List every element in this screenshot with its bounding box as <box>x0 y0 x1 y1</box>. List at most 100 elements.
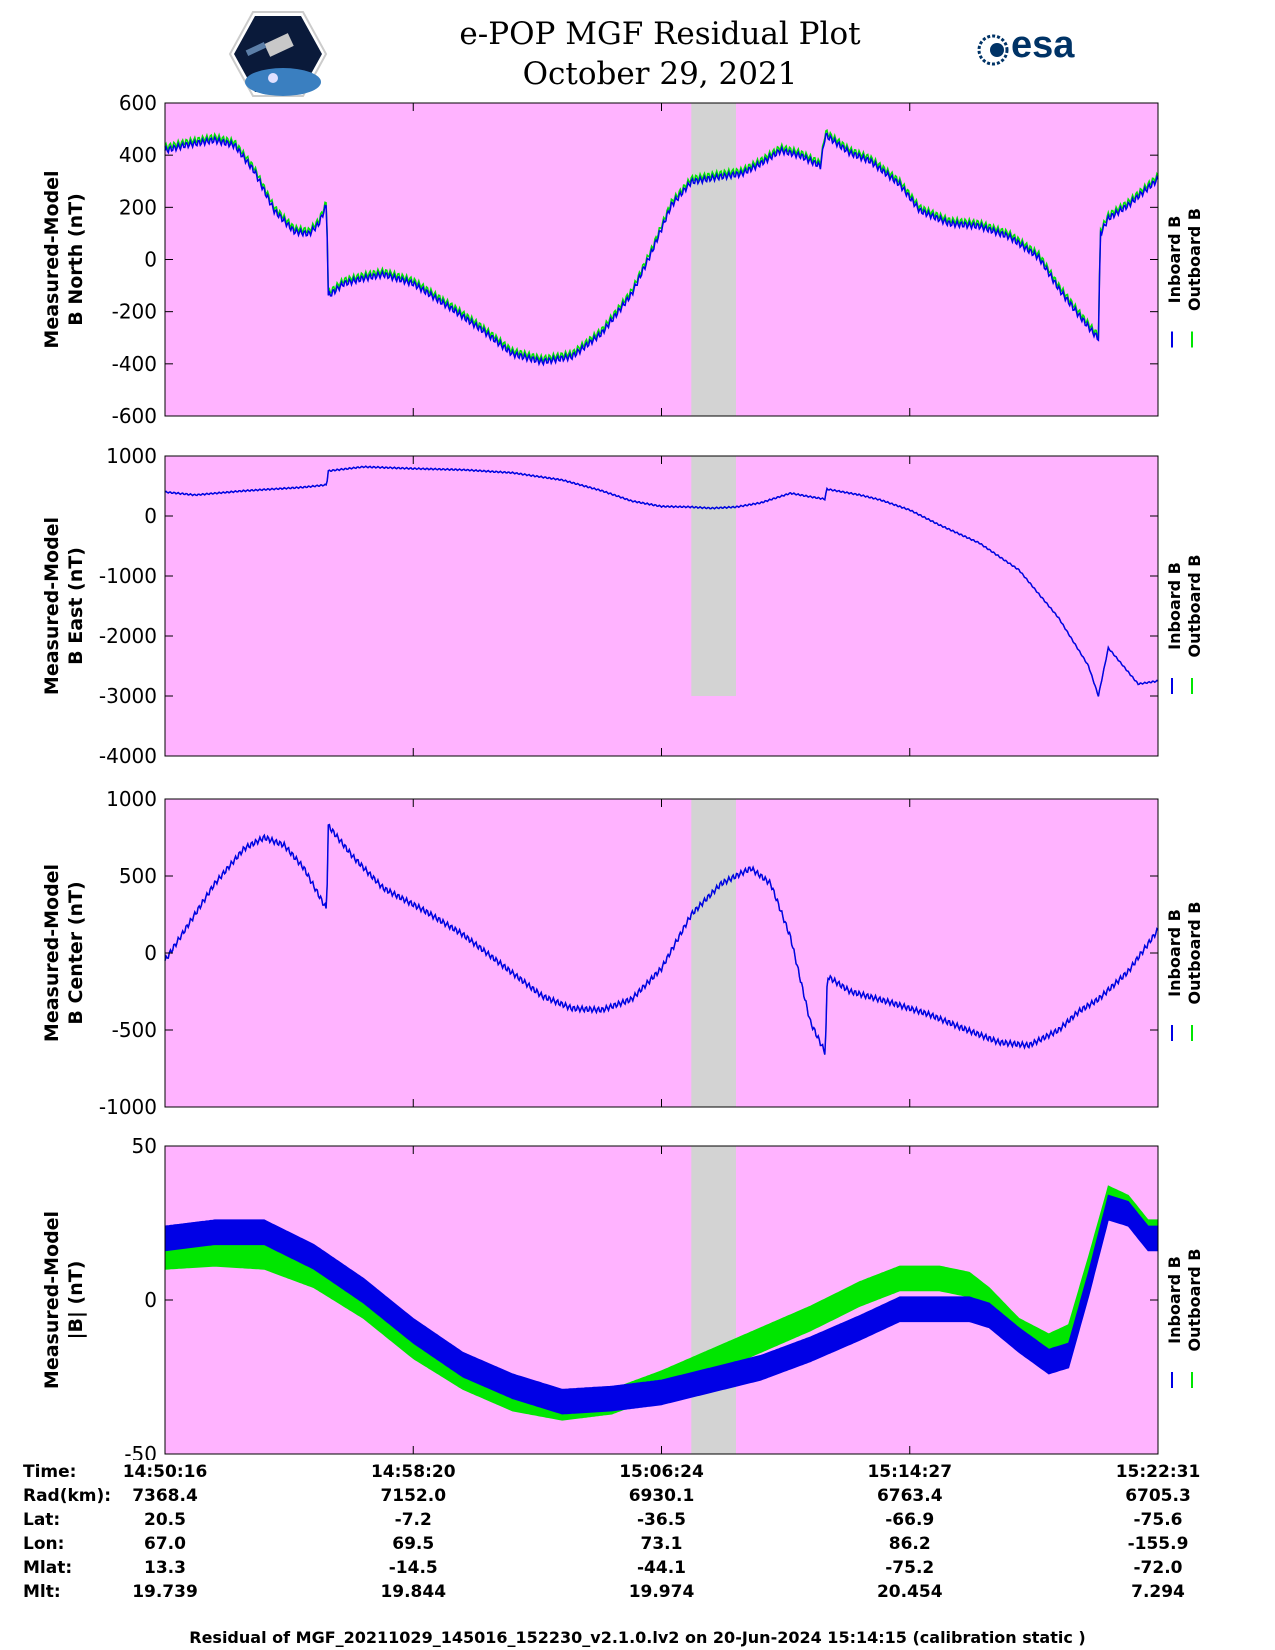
info-row-label: Rad(km): <box>23 1486 112 1506</box>
y-axis-label-line2: B East (nT) <box>65 547 87 665</box>
plot-title: e-POP MGF Residual Plot <box>459 16 861 52</box>
data-gap-band <box>691 1146 736 1454</box>
legend-inboard-label: Inboard B <box>1165 562 1184 650</box>
y-axis-label-line1: Measured-Model <box>41 864 63 1042</box>
y-tick-label: 0 <box>144 248 157 272</box>
info-cell: -44.1 <box>637 1558 686 1578</box>
info-cell: -75.6 <box>1133 1510 1183 1530</box>
plot-background <box>165 1146 1158 1454</box>
panel-2: 1000 0 -1000 -2000 -3000 -4000 Measured-Model B… <box>41 444 1204 768</box>
orbit-info-table: Time: Rad(km): Lat: Lon: Mlat: Mlt: 14:50:16 73… <box>0 1462 1275 1612</box>
info-cell: 14:58:20 <box>370 1462 456 1482</box>
legend-outboard-label: Outboard B <box>1185 555 1204 658</box>
y-tick-label: -1000 <box>99 564 157 588</box>
info-cell: -14.5 <box>388 1558 438 1578</box>
info-cell: -66.9 <box>885 1510 935 1530</box>
panel-3: 1000 500 0 -500 -1000 Measured-Model B Center … <box>41 787 1204 1119</box>
y-tick-label: 50 <box>132 1134 157 1158</box>
legend: Inboard B Outboard B <box>1165 1249 1204 1388</box>
info-cell: 7368.4 <box>132 1486 198 1506</box>
y-tick-label: -400 <box>112 352 157 376</box>
info-cell: 15:22:31 <box>1115 1462 1201 1482</box>
plot-date: October 29, 2021 <box>522 56 798 92</box>
panel-4: 50 0 -50 Measured-Model |B| (nT) Inboard B Out… <box>41 1134 1204 1460</box>
legend: Inboard B Outboard B <box>1165 902 1204 1041</box>
info-cell: 6705.3 <box>1125 1486 1191 1506</box>
info-row-label: Lon: <box>23 1534 65 1554</box>
legend: Inboard B Outboard B <box>1165 555 1204 694</box>
info-cell: 7152.0 <box>380 1486 447 1506</box>
y-tick-label: -1000 <box>99 1095 157 1119</box>
y-axis-label: Measured-Model B Center (nT) <box>41 864 87 1042</box>
info-cell: -75.2 <box>885 1558 935 1578</box>
y-axis-label: Measured-Model B North (nT) <box>41 170 87 348</box>
info-row-label: Time: <box>23 1462 77 1482</box>
y-tick-label: 200 <box>119 195 157 219</box>
info-cell: 15:06:24 <box>619 1462 704 1482</box>
y-tick-label: 500 <box>119 864 157 888</box>
y-tick-label: 600 <box>119 91 157 115</box>
info-cell: 67.0 <box>144 1534 186 1554</box>
y-tick-label: 0 <box>144 504 157 528</box>
title-block: e-POP MGF Residual Plot October 29, 2021 <box>330 14 990 94</box>
info-cell: 6930.1 <box>628 1486 695 1506</box>
y-tick-label: 400 <box>119 143 157 167</box>
series-inboard-b <box>164 465 1159 697</box>
plot-background <box>165 456 1158 756</box>
info-cell: 19.739 <box>132 1582 198 1602</box>
y-tick-label: -500 <box>112 1018 157 1042</box>
info-cell: 15:14:27 <box>867 1462 953 1482</box>
legend-inboard-label: Inboard B <box>1165 216 1184 304</box>
y-tick-label: -50 <box>124 1442 157 1460</box>
info-cell: 73.1 <box>640 1534 683 1554</box>
panel-1: 600 400 200 0 -200 -400 -600 Measured-Model B No… <box>41 91 1204 428</box>
cassiope-logo <box>228 11 328 97</box>
legend-inboard-label: Inboard B <box>1165 909 1184 997</box>
legend-outboard-label: Outboard B <box>1185 208 1204 311</box>
info-cell: 19.844 <box>380 1582 447 1602</box>
y-tick-label: 0 <box>144 941 157 965</box>
info-cell: -155.9 <box>1127 1534 1189 1554</box>
footer-caption: Residual of MGF_20211029_145016_152230_v… <box>189 1628 1086 1647</box>
y-tick-label: -2000 <box>99 624 157 648</box>
plot-background <box>165 799 1158 1107</box>
legend-outboard-label: Outboard B <box>1185 1249 1204 1352</box>
y-axis-label-line2: B Center (nT) <box>65 881 87 1024</box>
plot-background <box>165 103 1158 416</box>
info-cell: -36.5 <box>637 1510 686 1530</box>
info-cell: 20.454 <box>876 1582 943 1602</box>
y-tick-label: -200 <box>112 300 157 324</box>
esa-logo-mark <box>977 34 1009 66</box>
y-axis-label-line2: B North (nT) <box>65 193 87 326</box>
info-cell: 14:50:16 <box>122 1462 208 1482</box>
esa-logo-text: esa <box>1011 24 1075 66</box>
y-axis-label: Measured-Model |B| (nT) <box>41 1211 87 1389</box>
legend: Inboard B Outboard B <box>1165 208 1204 348</box>
info-cell: -72.0 <box>1133 1558 1183 1578</box>
y-axis-label-line1: Measured-Model <box>41 517 63 695</box>
info-cell: 7.294 <box>1131 1582 1185 1602</box>
info-cell: 6763.4 <box>876 1486 943 1506</box>
data-gap-band <box>691 103 736 416</box>
y-axis-label-line1: Measured-Model <box>41 170 63 348</box>
y-tick-label: -600 <box>112 404 157 428</box>
data-gap-band <box>691 799 736 1107</box>
info-cell: 86.2 <box>888 1534 931 1554</box>
y-tick-label: 1000 <box>106 787 157 811</box>
y-axis-label-line1: Measured-Model <box>41 1211 63 1389</box>
series-inboard-b <box>164 823 1159 1055</box>
y-axis-label: Measured-Model B East (nT) <box>41 517 87 695</box>
info-cell: 19.974 <box>628 1582 695 1602</box>
info-cell: 20.5 <box>144 1510 186 1530</box>
esa-logo: esa <box>975 24 1095 70</box>
info-row-label: Mlt: <box>23 1582 61 1602</box>
info-row-label: Mlat: <box>23 1558 73 1578</box>
legend-inboard-label: Inboard B <box>1165 1256 1184 1344</box>
series-inboard-b <box>164 132 1159 367</box>
y-tick-label: 0 <box>144 1288 157 1312</box>
info-row-label: Lat: <box>23 1510 61 1530</box>
legend-outboard-label: Outboard B <box>1185 902 1204 1005</box>
info-cell: -7.2 <box>394 1510 432 1530</box>
y-tick-label: -3000 <box>99 684 157 708</box>
